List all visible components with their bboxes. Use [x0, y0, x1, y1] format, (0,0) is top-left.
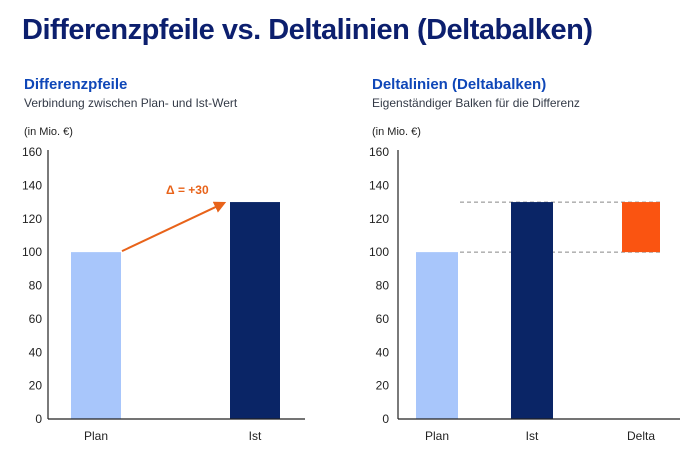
y-tick-label: 140	[369, 178, 389, 192]
bar-ist	[230, 202, 280, 419]
y-tick-label: 120	[22, 212, 42, 226]
y-tick-label: 40	[29, 345, 43, 359]
y-tick-label: 20	[376, 379, 390, 393]
left-chart-subtitle: Verbindung zwischen Plan- und Ist-Wert	[24, 96, 238, 110]
bar-plan	[416, 252, 458, 419]
y-tick-label: 20	[29, 379, 43, 393]
x-tick-label: Ist	[526, 429, 539, 443]
y-tick-label: 0	[35, 412, 42, 426]
page-title: Differenzpfeile vs. Deltalinien (Deltaba…	[22, 14, 593, 46]
x-tick-label: Plan	[84, 429, 108, 443]
y-tick-label: 100	[369, 245, 389, 259]
left-chart-unit-label: (in Mio. €)	[24, 126, 73, 138]
y-tick-label: 40	[376, 345, 390, 359]
bar-plan	[71, 252, 121, 419]
left-chart-title: Differenzpfeile	[24, 76, 128, 93]
y-tick-label: 80	[29, 279, 43, 293]
x-tick-label: Ist	[249, 429, 262, 443]
right-chart-title: Deltalinien (Deltabalken)	[372, 76, 547, 93]
y-tick-label: 160	[22, 145, 42, 159]
y-tick-label: 0	[382, 412, 389, 426]
y-tick-label: 60	[376, 312, 390, 326]
x-tick-label: Delta	[627, 429, 655, 443]
y-tick-label: 100	[22, 245, 42, 259]
bar-ist	[511, 202, 553, 419]
x-tick-label: Plan	[425, 429, 449, 443]
difference-arrow	[121, 201, 227, 253]
y-tick-label: 80	[376, 279, 390, 293]
right-chart-unit-label: (in Mio. €)	[372, 126, 421, 138]
y-tick-label: 60	[29, 312, 43, 326]
y-tick-label: 140	[22, 178, 42, 192]
delta-annotation-label: Δ = +30	[166, 183, 209, 197]
y-tick-label: 160	[369, 145, 389, 159]
y-tick-label: 120	[369, 212, 389, 226]
right-chart-subtitle: Eigenständiger Balken für die Differenz	[372, 96, 580, 110]
bar-delta	[622, 202, 660, 253]
